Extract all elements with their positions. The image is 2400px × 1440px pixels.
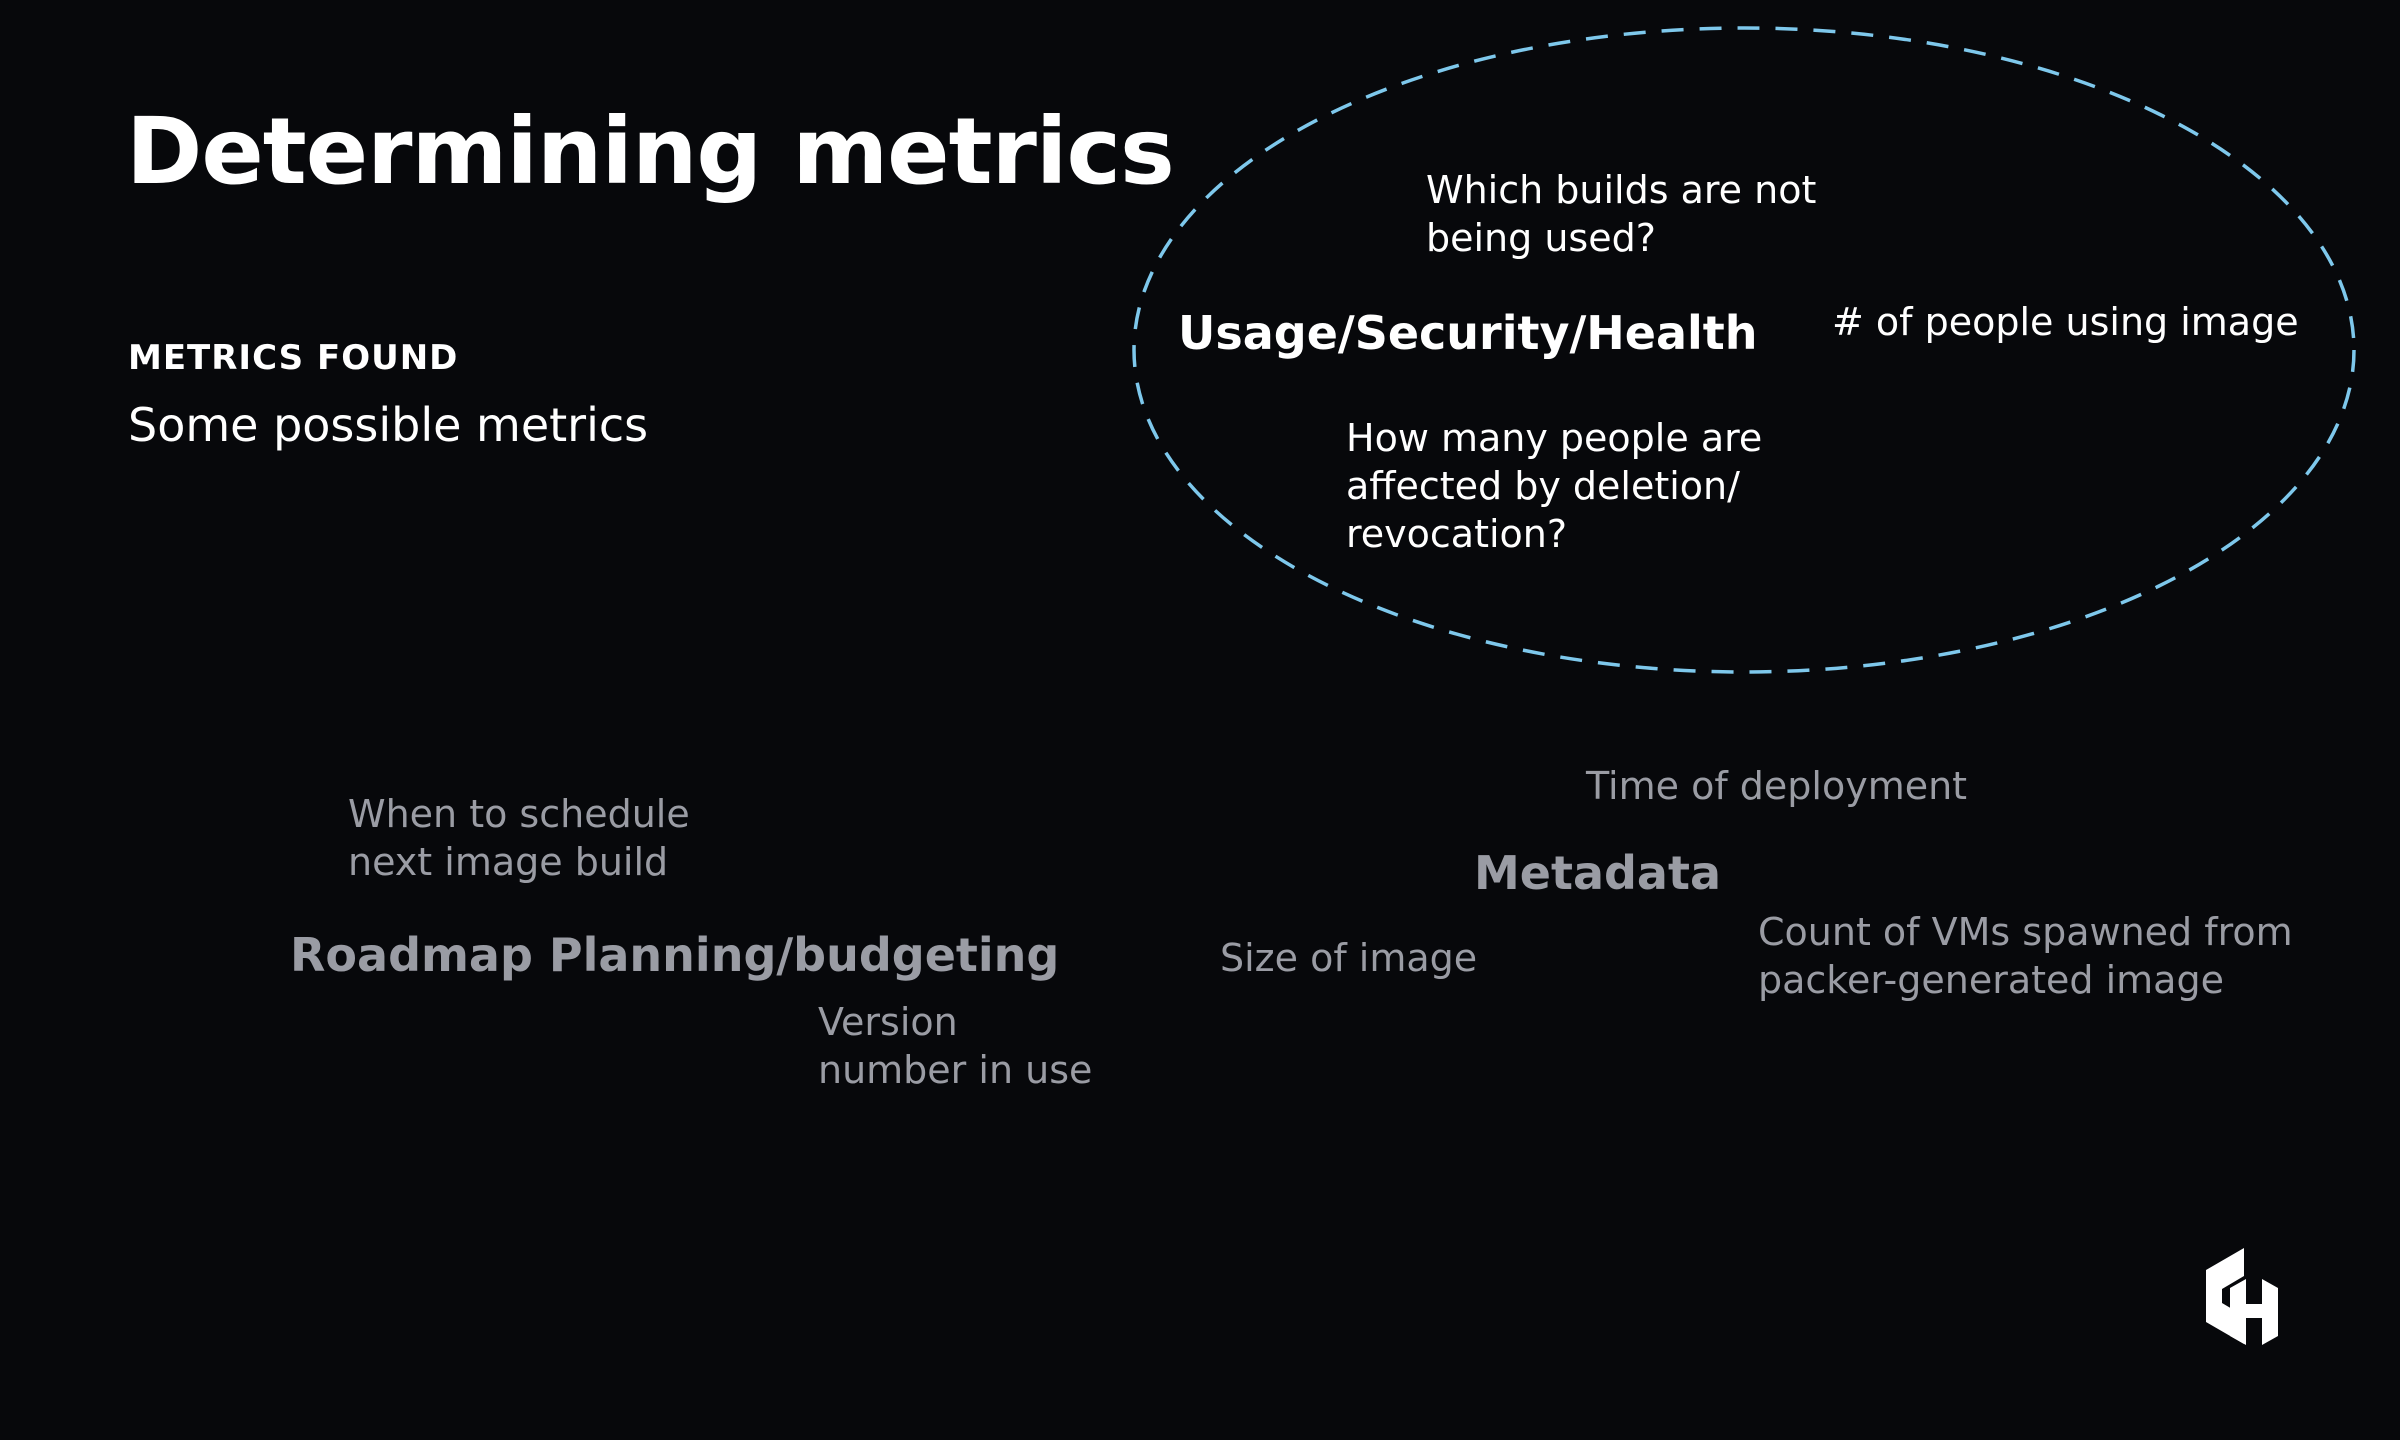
hashicorp-logo-icon (2206, 1248, 2278, 1345)
metadata-item-vm-count: Count of VMs spawned from packer-generat… (1758, 910, 2293, 1002)
metadata-group-heading: Metadata (1474, 846, 1722, 900)
section-label: METRICS FOUND (128, 338, 459, 378)
metadata-item-size-of-image: Size of image (1220, 936, 1478, 980)
roadmap-item-version-number: Version number in use (818, 1000, 1093, 1092)
section-subtitle: Some possible metrics (128, 398, 649, 452)
usage-item-people-using-image: # of people using image (1832, 300, 2299, 344)
roadmap-group-heading: Roadmap Planning/budgeting (290, 928, 1060, 982)
usage-group-heading: Usage/Security/Health (1178, 306, 1758, 360)
usage-item-people-affected: How many people are affected by deletion… (1346, 416, 1763, 556)
usage-item-unused-builds: Which builds are not being used? (1426, 168, 1817, 260)
metadata-item-time-of-deployment: Time of deployment (1586, 764, 1968, 808)
slide-title: Determining metrics (126, 98, 1175, 205)
roadmap-item-schedule-build: When to schedule next image build (348, 792, 690, 884)
